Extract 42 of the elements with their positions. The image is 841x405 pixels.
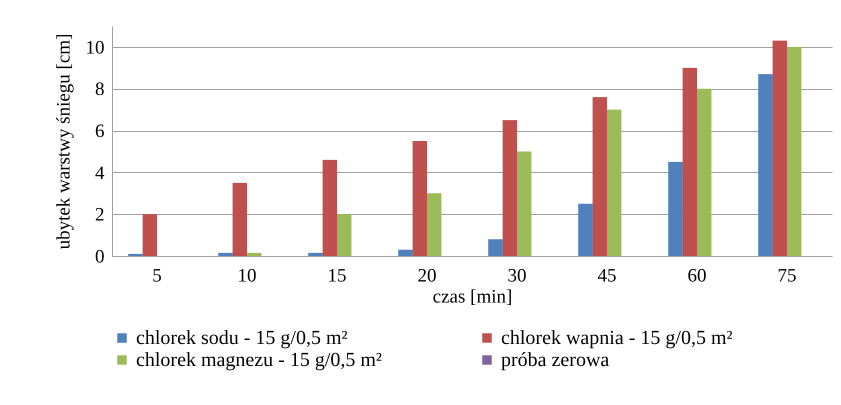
bar — [697, 88, 712, 256]
x-tick-label: 60 — [688, 266, 706, 286]
bar — [517, 151, 532, 256]
legend-label: próba zerowa — [501, 349, 610, 371]
bar — [337, 214, 352, 256]
bar — [607, 110, 622, 256]
x-tick-label: 30 — [508, 266, 526, 286]
bar — [488, 239, 503, 256]
bar — [398, 250, 413, 256]
bar — [592, 97, 607, 256]
bar — [668, 162, 683, 256]
legend-label: chlorek magnezu - 15 g/0,5 m² — [136, 349, 382, 371]
y-axis-title: ubytek warstwy śniegu [cm] — [54, 34, 74, 250]
bar — [232, 182, 247, 256]
bar — [247, 252, 262, 256]
bar — [427, 193, 442, 256]
x-tick-label: 75 — [778, 266, 796, 286]
bar — [308, 252, 323, 256]
y-tick-label: 2 — [95, 204, 104, 226]
bar — [682, 68, 697, 256]
x-tick-label: 15 — [328, 266, 346, 286]
y-tick-label: 8 — [95, 79, 104, 100]
bar — [502, 120, 517, 256]
y-tick-label: 0 — [95, 246, 104, 268]
bar — [412, 141, 427, 256]
bar — [322, 160, 337, 256]
bar — [578, 204, 593, 256]
x-tick-label: 10 — [238, 266, 256, 286]
y-tick-label: 6 — [95, 121, 104, 142]
y-tick-label: 4 — [95, 162, 105, 184]
legend-label: chlorek sodu - 15 g/0,5 m² — [136, 327, 348, 349]
x-tick-label: 45 — [598, 266, 616, 286]
bar — [758, 74, 773, 256]
x-tick-label: 20 — [418, 266, 436, 286]
x-axis-title: czas [min] — [432, 286, 512, 308]
bar — [218, 252, 233, 256]
legend-label: chlorek wapnia - 15 g/0,5 m² — [501, 327, 732, 349]
bar — [787, 46, 802, 256]
x-tick-label: 5 — [152, 266, 162, 286]
bar — [772, 40, 787, 256]
bar — [142, 214, 157, 256]
y-tick-label: 10 — [86, 37, 104, 58]
